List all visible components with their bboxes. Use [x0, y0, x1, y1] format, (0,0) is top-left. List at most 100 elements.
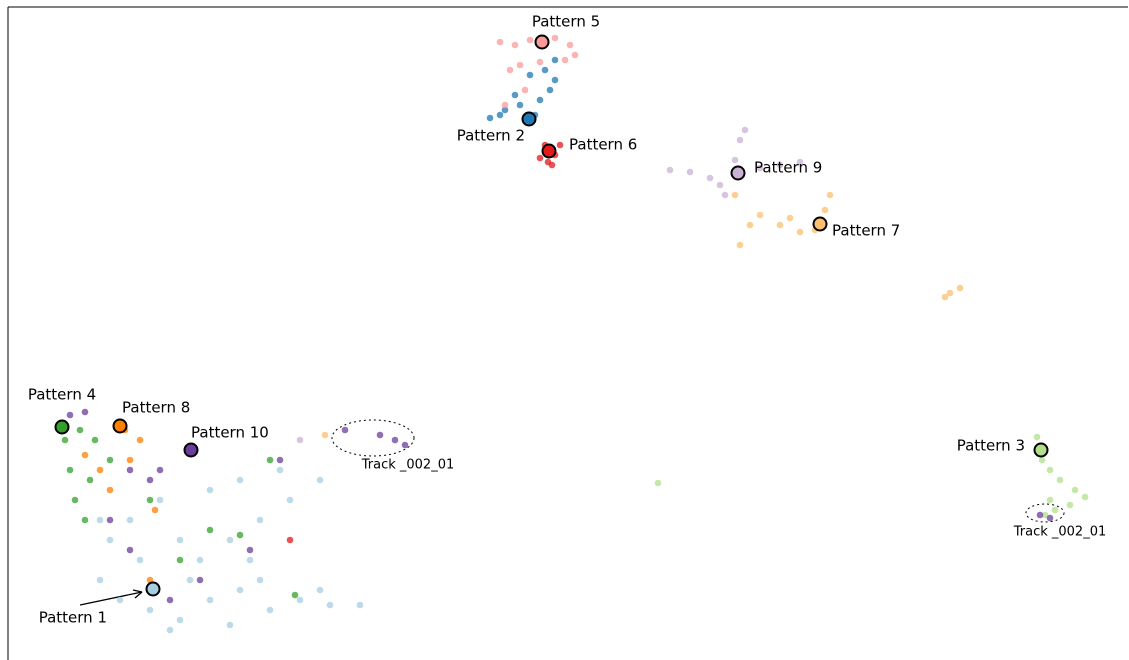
point [551, 56, 559, 64]
point [821, 206, 829, 214]
point [1046, 466, 1054, 474]
pattern-label: Pattern 7 [832, 222, 900, 240]
point [1051, 506, 1059, 514]
pattern-label: Pattern 2 [457, 127, 525, 145]
point [556, 141, 564, 149]
point [736, 241, 744, 249]
point [551, 34, 559, 42]
point [566, 41, 574, 49]
point [551, 76, 559, 84]
point [826, 191, 834, 199]
point [1036, 511, 1044, 519]
pattern-marker [183, 442, 199, 458]
point [946, 289, 954, 297]
point [266, 606, 274, 614]
pattern-marker [54, 419, 70, 435]
point [81, 408, 89, 416]
point [296, 596, 304, 604]
point [526, 36, 534, 44]
point [81, 451, 89, 459]
point [666, 166, 674, 174]
pattern-marker [521, 111, 537, 127]
pattern-label: Pattern 4 [28, 386, 96, 404]
point [246, 556, 254, 564]
point [501, 101, 509, 109]
point [326, 601, 334, 609]
point [71, 496, 79, 504]
point [721, 191, 729, 199]
point [1056, 476, 1064, 484]
pattern-marker [730, 165, 746, 181]
point [1071, 486, 1079, 494]
point [316, 476, 324, 484]
point [66, 466, 74, 474]
point [106, 456, 114, 464]
point [796, 228, 804, 236]
track-ellipse [331, 419, 415, 457]
point [61, 436, 69, 444]
point [321, 431, 329, 439]
point [176, 556, 184, 564]
point [186, 576, 194, 584]
point [796, 158, 804, 166]
point [776, 161, 784, 169]
point [716, 181, 724, 189]
point [536, 58, 544, 66]
point [106, 486, 114, 494]
point [506, 66, 514, 74]
point [756, 211, 764, 219]
pattern-marker [145, 581, 161, 597]
point [116, 596, 124, 604]
point [736, 136, 744, 144]
point [561, 56, 569, 64]
point [536, 154, 544, 162]
point [81, 516, 89, 524]
point [136, 436, 144, 444]
pattern-label: Pattern 8 [122, 399, 190, 417]
point [516, 101, 524, 109]
point [286, 536, 294, 544]
point [941, 293, 949, 301]
arrow-head [132, 589, 143, 599]
point [521, 86, 529, 94]
pattern-label: Pattern 1 [39, 609, 107, 627]
point [286, 496, 294, 504]
point [156, 496, 164, 504]
point [376, 431, 384, 439]
point [176, 616, 184, 624]
point [206, 486, 214, 494]
point [196, 576, 204, 584]
pattern-label: Pattern 3 [957, 437, 1025, 455]
track-ellipse [1025, 503, 1065, 523]
arrow-line [79, 591, 143, 606]
point [341, 426, 349, 434]
point [166, 626, 174, 634]
pattern-label: Pattern 10 [191, 424, 269, 442]
point [541, 66, 549, 74]
pattern-label: Pattern 5 [532, 13, 600, 31]
pattern-label: Pattern 6 [569, 136, 637, 154]
point [1046, 514, 1054, 522]
pattern-label: Pattern 9 [754, 159, 822, 177]
point [106, 536, 114, 544]
point [236, 476, 244, 484]
point [256, 516, 264, 524]
point [126, 456, 134, 464]
pattern-marker [812, 216, 828, 232]
point [236, 531, 244, 539]
point [1046, 496, 1054, 504]
point [86, 476, 94, 484]
point [391, 436, 399, 444]
point [206, 526, 214, 534]
point [176, 536, 184, 544]
point [226, 536, 234, 544]
point [196, 556, 204, 564]
point [151, 506, 159, 514]
point [136, 556, 144, 564]
point [156, 466, 164, 474]
pattern-marker [534, 34, 550, 50]
point [496, 111, 504, 119]
pattern-marker [1033, 442, 1049, 458]
point [126, 546, 134, 554]
